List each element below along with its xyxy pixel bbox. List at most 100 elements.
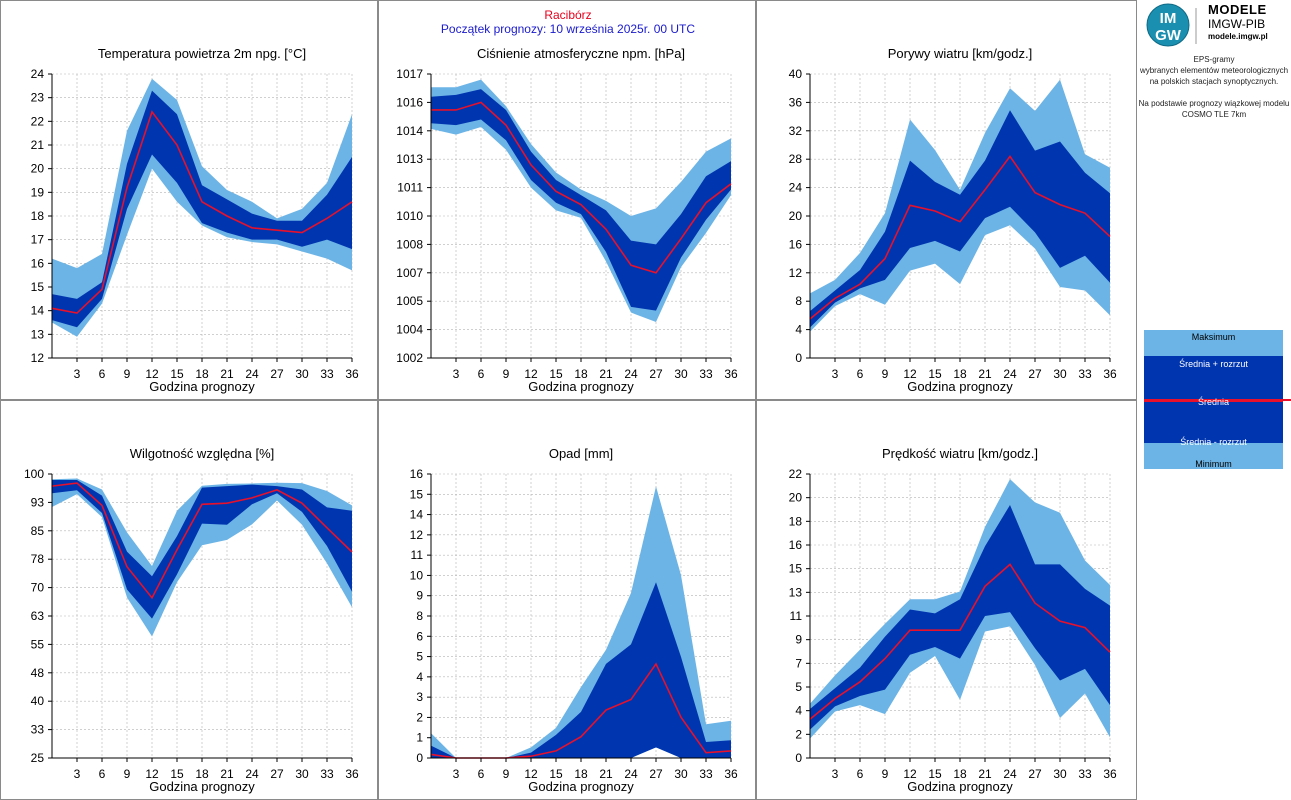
y-tick-label: 1007 — [396, 266, 423, 280]
y-tick-label: 22 — [31, 114, 45, 128]
x-tick-label: 9 — [124, 767, 131, 781]
x-tick-label: 33 — [1078, 367, 1092, 381]
x-tick-label: 18 — [195, 367, 209, 381]
y-tick-label: 7 — [795, 656, 802, 670]
x-tick-label: 30 — [295, 767, 309, 781]
y-tick-label: 63 — [31, 609, 45, 623]
x-tick-label: 18 — [195, 767, 209, 781]
y-tick-label: 40 — [789, 67, 803, 81]
x-tick-label: 27 — [1028, 767, 1042, 781]
x-tick-label: 36 — [1103, 767, 1117, 781]
outer-band — [52, 478, 352, 637]
y-tick-label: 23 — [31, 91, 45, 105]
y-tick-label: 13 — [789, 585, 803, 599]
x-tick-label: 27 — [649, 367, 663, 381]
y-tick-label: 25 — [31, 751, 45, 765]
x-tick-label: 6 — [478, 767, 485, 781]
x-tick-label: 18 — [574, 767, 588, 781]
y-tick-label: 1004 — [396, 323, 423, 337]
chart-title: Opad [mm] — [549, 446, 613, 461]
x-axis-label: Godzina prognozy — [149, 779, 255, 794]
y-tick-label: 70 — [31, 581, 45, 595]
imgw-globe-icon: IM GW — [1146, 3, 1197, 47]
x-tick-label: 15 — [928, 367, 942, 381]
x-tick-label: 30 — [674, 367, 688, 381]
x-axis-label: Godzina prognozy — [528, 779, 634, 794]
band-legend: Maksimum Średnia + rozrzut Średnia Średn… — [1144, 330, 1283, 469]
y-tick-label: 36 — [789, 95, 803, 109]
x-tick-label: 30 — [674, 767, 688, 781]
desc-line: wybranych elementów meteorologicznych — [1139, 66, 1289, 75]
inner-band — [810, 110, 1110, 328]
x-tick-label: 27 — [270, 367, 284, 381]
mean-line — [809, 154, 1111, 320]
y-tick-label: 2 — [416, 710, 423, 724]
forecast-start: Początek prognozy: 10 września 2025r. 00… — [440, 22, 696, 36]
x-tick-label: 36 — [345, 767, 359, 781]
y-tick-label: 1013 — [396, 152, 423, 166]
x-axis-label: Godzina prognozy — [149, 379, 255, 394]
panel-frame — [756, 0, 1137, 400]
chart-title: Porywy wiatru [km/godz.] — [888, 46, 1033, 61]
y-tick-label: 40 — [31, 694, 45, 708]
panel-frame — [378, 0, 756, 400]
x-tick-label: 18 — [953, 767, 967, 781]
y-tick-label: 16 — [789, 237, 803, 251]
y-tick-label: 20 — [789, 491, 803, 505]
x-tick-label: 15 — [549, 367, 563, 381]
x-tick-label: 24 — [624, 367, 638, 381]
x-tick-label: 30 — [295, 367, 309, 381]
x-tick-label: 3 — [832, 767, 839, 781]
chart-header: Racibórz Początek prognozy: 10 września … — [380, 8, 756, 36]
y-tick-label: 12 — [410, 528, 424, 542]
x-tick-label: 30 — [1053, 767, 1067, 781]
y-tick-label: 15 — [789, 562, 803, 576]
x-tick-label: 21 — [599, 767, 613, 781]
y-tick-label: 11 — [790, 609, 803, 623]
x-tick-label: 36 — [724, 367, 738, 381]
x-tick-label: 33 — [699, 367, 713, 381]
y-tick-label: 22 — [789, 467, 803, 481]
y-tick-label: 100 — [24, 467, 44, 481]
x-tick-label: 3 — [74, 767, 81, 781]
legend-mean-line-extension — [1283, 399, 1291, 401]
inner-band — [431, 582, 731, 758]
y-tick-label: 21 — [31, 138, 45, 152]
x-tick-label: 9 — [503, 767, 510, 781]
chart-title: Wilgotność względna [%] — [130, 446, 275, 461]
y-tick-label: 78 — [31, 552, 45, 566]
x-tick-label: 9 — [882, 767, 889, 781]
x-tick-label: 15 — [928, 767, 942, 781]
logo-line1: MODELE — [1208, 2, 1267, 17]
x-tick-label: 18 — [953, 367, 967, 381]
y-tick-label: 3 — [416, 690, 423, 704]
desc-line: Na podstawie prognozy wiązkowej modelu — [1138, 99, 1290, 108]
x-tick-label: 15 — [170, 767, 184, 781]
y-tick-label: 48 — [31, 666, 45, 680]
x-axis-label: Godzina prognozy — [907, 379, 1013, 394]
legend-min: Minimum — [1195, 459, 1232, 469]
x-tick-label: 27 — [649, 767, 663, 781]
y-tick-label: 6 — [416, 629, 423, 643]
chart-title: Prędkość wiatru [km/godz.] — [882, 446, 1038, 461]
logo-monogram-bottom: GW — [1155, 27, 1182, 44]
x-tick-label: 15 — [549, 767, 563, 781]
x-tick-label: 33 — [1078, 767, 1092, 781]
x-tick-label: 33 — [320, 367, 334, 381]
x-tick-label: 30 — [1053, 367, 1067, 381]
inner-band — [431, 89, 731, 311]
y-tick-label: 12 — [31, 351, 45, 365]
y-tick-label: 8 — [795, 294, 802, 308]
x-tick-label: 6 — [99, 367, 106, 381]
x-tick-label: 6 — [857, 367, 864, 381]
mean-line — [51, 110, 353, 314]
desc-line: na polskich stacjach synoptycznych. — [1149, 77, 1279, 86]
y-tick-label: 28 — [789, 152, 803, 166]
y-tick-label: 4 — [795, 704, 802, 718]
panel-frame — [0, 0, 378, 400]
y-tick-label: 16 — [410, 467, 424, 481]
